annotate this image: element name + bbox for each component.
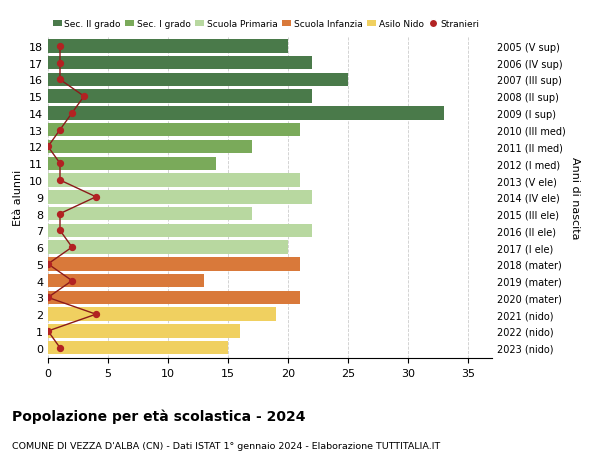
Point bbox=[55, 60, 65, 67]
Point bbox=[55, 77, 65, 84]
Bar bbox=[48, 57, 312, 70]
Point bbox=[43, 328, 53, 335]
Bar bbox=[48, 40, 288, 53]
Point bbox=[55, 127, 65, 134]
Text: Popolazione per età scolastica - 2024: Popolazione per età scolastica - 2024 bbox=[12, 409, 305, 423]
Point bbox=[43, 294, 53, 302]
Point bbox=[67, 244, 77, 251]
Bar bbox=[48, 341, 228, 355]
Bar bbox=[48, 124, 300, 137]
Point bbox=[55, 227, 65, 235]
Bar bbox=[48, 308, 276, 321]
Point bbox=[55, 160, 65, 168]
Point bbox=[43, 144, 53, 151]
Point bbox=[67, 277, 77, 285]
Bar bbox=[48, 140, 252, 154]
Bar bbox=[48, 274, 204, 288]
Point bbox=[67, 110, 77, 118]
Bar bbox=[48, 73, 348, 87]
Point bbox=[79, 93, 89, 101]
Bar bbox=[48, 157, 216, 171]
Point bbox=[43, 261, 53, 268]
Bar bbox=[48, 241, 288, 254]
Text: COMUNE DI VEZZA D'ALBA (CN) - Dati ISTAT 1° gennaio 2024 - Elaborazione TUTTITAL: COMUNE DI VEZZA D'ALBA (CN) - Dati ISTAT… bbox=[12, 441, 440, 450]
Bar bbox=[48, 291, 300, 304]
Bar bbox=[48, 174, 300, 187]
Bar bbox=[48, 257, 300, 271]
Point bbox=[55, 43, 65, 50]
Bar bbox=[48, 90, 312, 104]
Point bbox=[91, 311, 101, 318]
Point bbox=[55, 177, 65, 185]
Point bbox=[55, 210, 65, 218]
Legend: Sec. II grado, Sec. I grado, Scuola Primaria, Scuola Infanzia, Asilo Nido, Stran: Sec. II grado, Sec. I grado, Scuola Prim… bbox=[53, 20, 479, 29]
Y-axis label: Età alunni: Età alunni bbox=[13, 169, 23, 225]
Bar bbox=[48, 190, 312, 204]
Bar bbox=[48, 325, 240, 338]
Y-axis label: Anni di nascita: Anni di nascita bbox=[569, 156, 580, 239]
Point bbox=[55, 344, 65, 352]
Point bbox=[91, 194, 101, 201]
Bar bbox=[48, 107, 444, 120]
Bar bbox=[48, 207, 252, 221]
Bar bbox=[48, 224, 312, 238]
